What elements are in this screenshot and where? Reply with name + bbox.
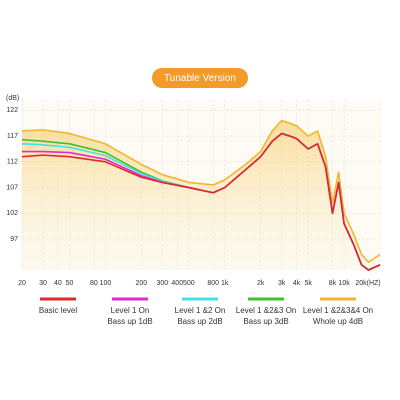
- x-tick-label: 40: [54, 280, 62, 287]
- x-tick-label: 30: [39, 280, 47, 287]
- x-tick-label: 500: [183, 280, 195, 287]
- title-pill: [152, 68, 248, 88]
- x-tick-label: 100: [100, 280, 112, 287]
- legend-label: Level 1 &2&3 On Bass up 3dB: [235, 306, 297, 326]
- x-tick-label: 1k: [221, 280, 229, 287]
- x-tick-label: 8k: [329, 280, 337, 287]
- x-tick-label: 200: [135, 280, 147, 287]
- x-tick-label: 4k: [293, 280, 301, 287]
- y-axis-label: (dB): [6, 95, 19, 102]
- x-tick-label: 10k: [338, 280, 350, 287]
- x-tick-label: 300: [157, 280, 169, 287]
- y-tick-label: 102: [6, 210, 18, 217]
- x-tick-label: 400: [171, 280, 183, 287]
- y-tick-label: 117: [7, 133, 18, 140]
- x-tick-label: 50: [66, 280, 74, 287]
- x-tick-label: 80: [90, 280, 98, 287]
- line-series: [21, 132, 381, 271]
- y-tick-label: 107: [6, 184, 18, 191]
- x-tick-label: 20: [18, 280, 26, 287]
- x-tick-label: 2k: [257, 280, 265, 287]
- y-tick-label: 97: [10, 236, 18, 243]
- x-tick-label: 3k: [278, 280, 286, 287]
- x-tick-label: 20k(HZ): [355, 280, 380, 287]
- legend-label: Level 1 &2 On Bass up 2dB: [174, 306, 226, 326]
- legend-label: Level 1 &2&3&4 On Whole up 4dB: [302, 306, 374, 326]
- y-tick-label: 122: [6, 107, 18, 114]
- y-tick-label: 112: [7, 159, 18, 166]
- line-series: [21, 119, 381, 264]
- x-tick-label: 5k: [304, 280, 312, 287]
- x-tick-label: 800: [207, 280, 219, 287]
- legend-label: Basic level: [38, 306, 78, 315]
- legend-label: Level 1 On Bass up 1dB: [107, 306, 153, 326]
- chart-title: Tunable Version: [164, 73, 236, 84]
